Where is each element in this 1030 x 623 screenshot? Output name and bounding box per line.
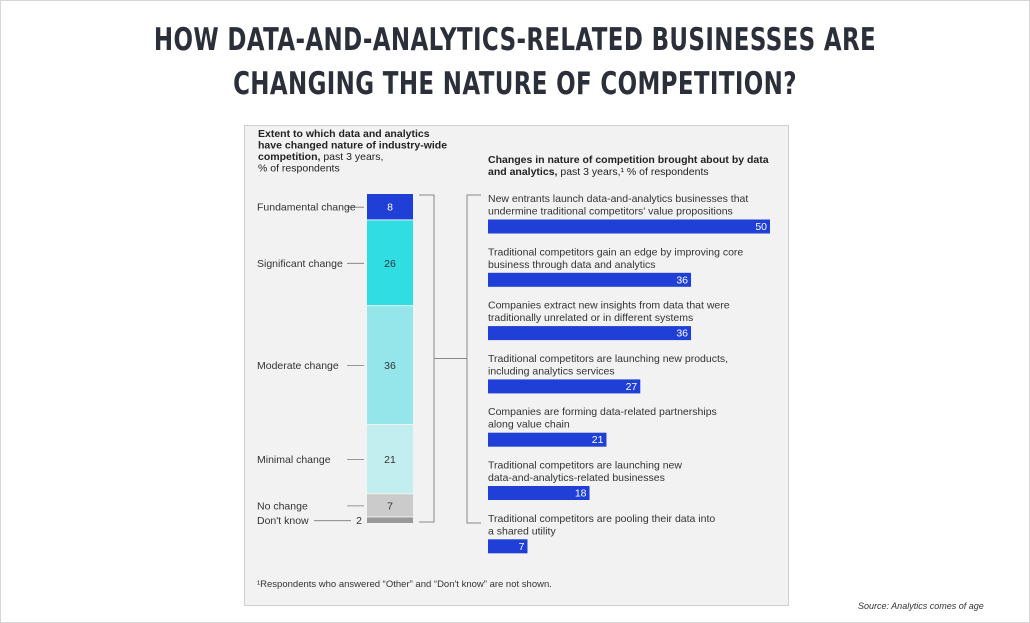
bar (488, 272, 692, 287)
stack-value-label: 8 (387, 202, 393, 214)
bar-value-label: 36 (676, 328, 688, 340)
bar (488, 379, 641, 394)
bar-category-label: Traditional competitors gain an edge by … (488, 246, 743, 258)
bar-value-label: 36 (676, 274, 688, 286)
stack-segment (367, 194, 413, 220)
stack-chart-title-rest: past 3 years, (320, 151, 383, 163)
bar-category-label: New entrants launch data-and-analytics b… (488, 193, 748, 205)
bar (488, 432, 607, 447)
bar-category-label: undermine traditional competitors' value… (488, 206, 733, 218)
bar-value-label: 27 (626, 381, 638, 393)
bar-category-label: data-and-analytics-related businesses (488, 472, 665, 484)
stack-chart-title-rest: % of respondents (258, 163, 340, 175)
bar-category-label: including analytics services (488, 365, 615, 377)
bar-category-label: a shared utility (488, 525, 556, 537)
chart-panel: Extent to which data and analytics have c… (244, 125, 789, 606)
page-title-line-1: HOW DATA-AND-ANALYTICS-RELATED BUSINESSE… (153, 22, 877, 58)
stack-segment (367, 494, 413, 517)
stack-chart-title-bold: Extent to which data and analytics (258, 128, 430, 140)
stack-segment (367, 220, 413, 306)
stack-value-label: 2 (356, 515, 362, 527)
bar-category-label: Traditional competitors are pooling thei… (488, 513, 715, 525)
footnote: ¹Respondents who answered “Other” and “D… (257, 579, 552, 590)
stack-category-label: No change (257, 500, 308, 512)
stack-value-label: 26 (384, 258, 396, 270)
stack-category-label: Don't know (257, 515, 309, 527)
stack-value-label: 36 (384, 360, 396, 372)
stack-chart-title-line: Extent to which data and analytics (258, 128, 430, 140)
stack-segment (367, 306, 413, 424)
bar-category-label: Companies extract new insights from data… (488, 300, 730, 312)
stack-category-label: Minimal change (257, 454, 331, 466)
bar-chart-title-bold: Changes in nature of competition brought… (488, 154, 769, 166)
stack-chart-title-line: % of respondents (258, 163, 340, 175)
bar-category-label: traditionally unrelated or in different … (488, 312, 693, 324)
bar-value-label: 7 (519, 541, 525, 553)
bar-chart-title-rest: past 3 years,¹ % of respondents (557, 166, 708, 178)
stack-chart-title-bold: competition, (258, 151, 320, 163)
bracket-left (419, 194, 435, 523)
stack-value-label: 7 (387, 500, 393, 512)
page-title-line-2: CHANGING THE NATURE OF COMPETITION? (233, 66, 797, 102)
stack-category-label: Fundamental change (257, 202, 356, 214)
stack-chart-title-line: have changed nature of industry-wide (258, 140, 447, 152)
source-note: Source: Analytics comes of age (858, 601, 984, 611)
bar-category-label: business through data and analytics (488, 259, 656, 271)
bar (488, 486, 590, 500)
stack-category-label: Moderate change (257, 360, 339, 372)
bar-category-label: Traditional competitors are launching ne… (488, 353, 728, 365)
stack-chart-title-bold: have changed nature of industry-wide (258, 140, 447, 152)
bar (488, 326, 692, 341)
bar-category-label: along value chain (488, 419, 570, 431)
stack-category-label: Significant change (257, 258, 343, 270)
stack-chart-title-line: competition, past 3 years, (258, 151, 383, 163)
stack-segment (367, 425, 413, 494)
bar-value-label: 18 (575, 488, 587, 500)
bar (488, 539, 528, 554)
bar-chart-title-line: and analytics, past 3 years,¹ % of respo… (488, 166, 709, 178)
bar-category-label: Companies are forming data-related partn… (488, 406, 717, 418)
bracket-right (466, 194, 481, 524)
bar-value-label: 21 (592, 434, 604, 446)
bar (488, 219, 770, 234)
bar-chart-title-bold: and analytics, (488, 166, 558, 178)
bar-value-label: 50 (755, 221, 767, 233)
stack-value-label: 21 (384, 454, 396, 466)
bar-category-label: Traditional competitors are launching ne… (488, 460, 682, 472)
bar-chart-title-line: Changes in nature of competition brought… (488, 154, 769, 166)
stack-segment (367, 517, 413, 523)
